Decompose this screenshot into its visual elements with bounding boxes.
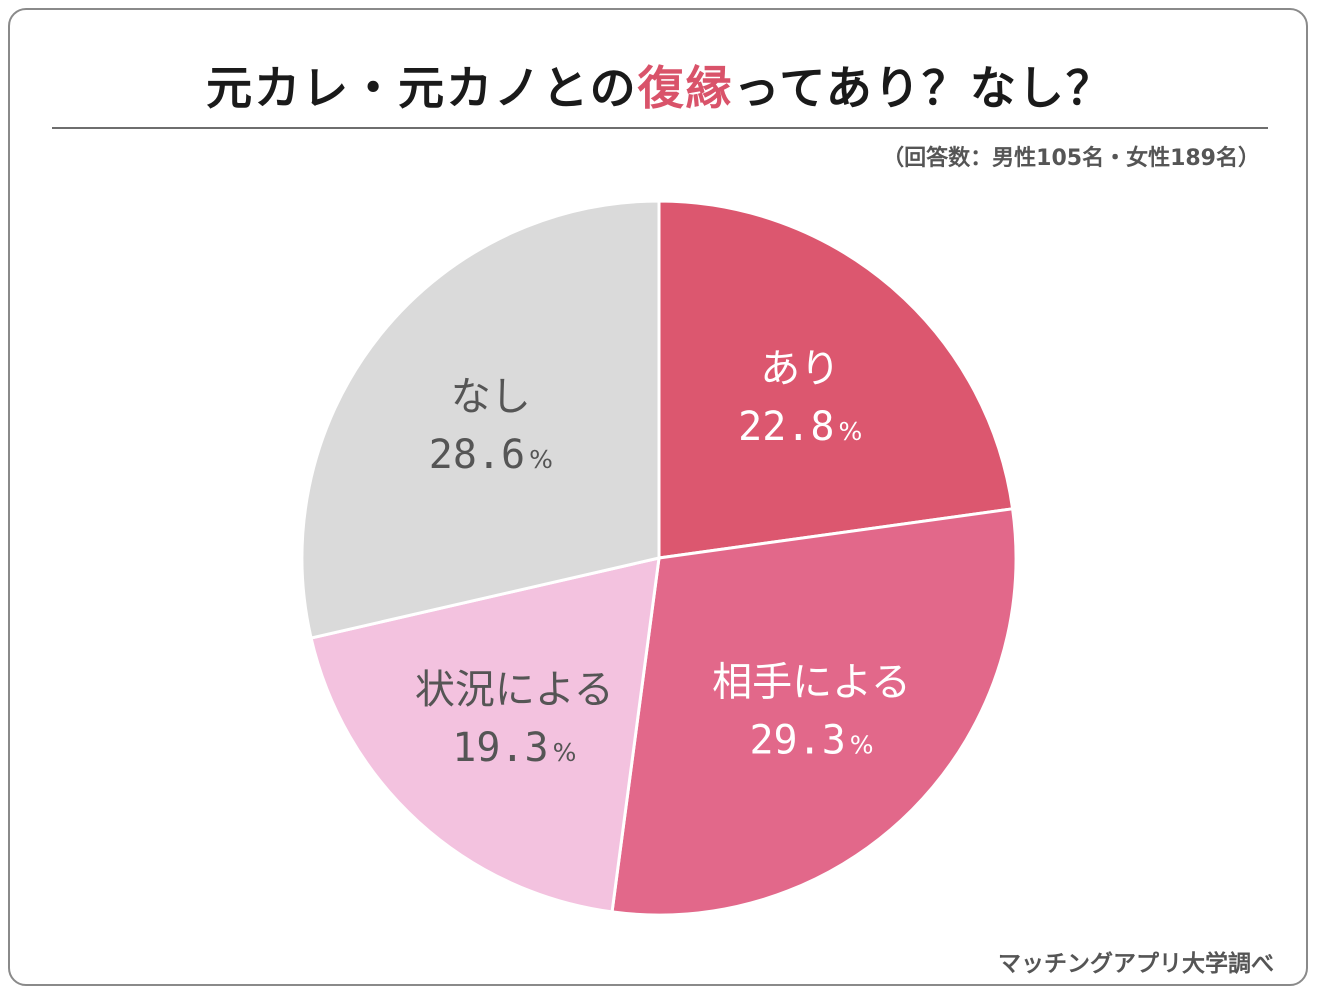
slice-label-group-2: 状況による 19.3% [415, 667, 614, 771]
slice-label-3: なし [451, 374, 531, 420]
slice-value-0: 22.8% [738, 404, 862, 450]
slice-value-3: 28.6% [429, 432, 553, 478]
pie-slice-0 [657, 199, 1015, 560]
respondent-count-note: （回答数：男性105名・女性189名） [882, 146, 1260, 171]
source-credit: マッチングアプリ大学調べ [998, 951, 1274, 977]
title-text-after: ってあり？なし？ [733, 61, 1114, 115]
title-text-before: 元カレ・元カノとの [206, 61, 638, 115]
slice-label-group-0: あり 22.8% [738, 346, 862, 450]
pie-slice-2 [309, 556, 661, 914]
chart-title: 元カレ・元カノとの復縁ってあり？なし？ [0, 52, 1320, 118]
slice-label-1: 相手による [712, 660, 911, 706]
title-divider [52, 127, 1268, 129]
title-highlight: 復縁 [637, 61, 734, 115]
pie-slice-1 [610, 507, 1018, 917]
slice-value-1: 29.3% [749, 718, 873, 764]
slice-label-group-3: なし 28.6% [429, 374, 553, 478]
slice-label-2: 状況による [415, 667, 614, 713]
slice-label-0: あり [760, 346, 840, 392]
slice-label-group-1: 相手による 29.3% [712, 660, 911, 764]
slice-value-2: 19.3% [452, 725, 576, 771]
pie-slice-3 [300, 199, 661, 640]
